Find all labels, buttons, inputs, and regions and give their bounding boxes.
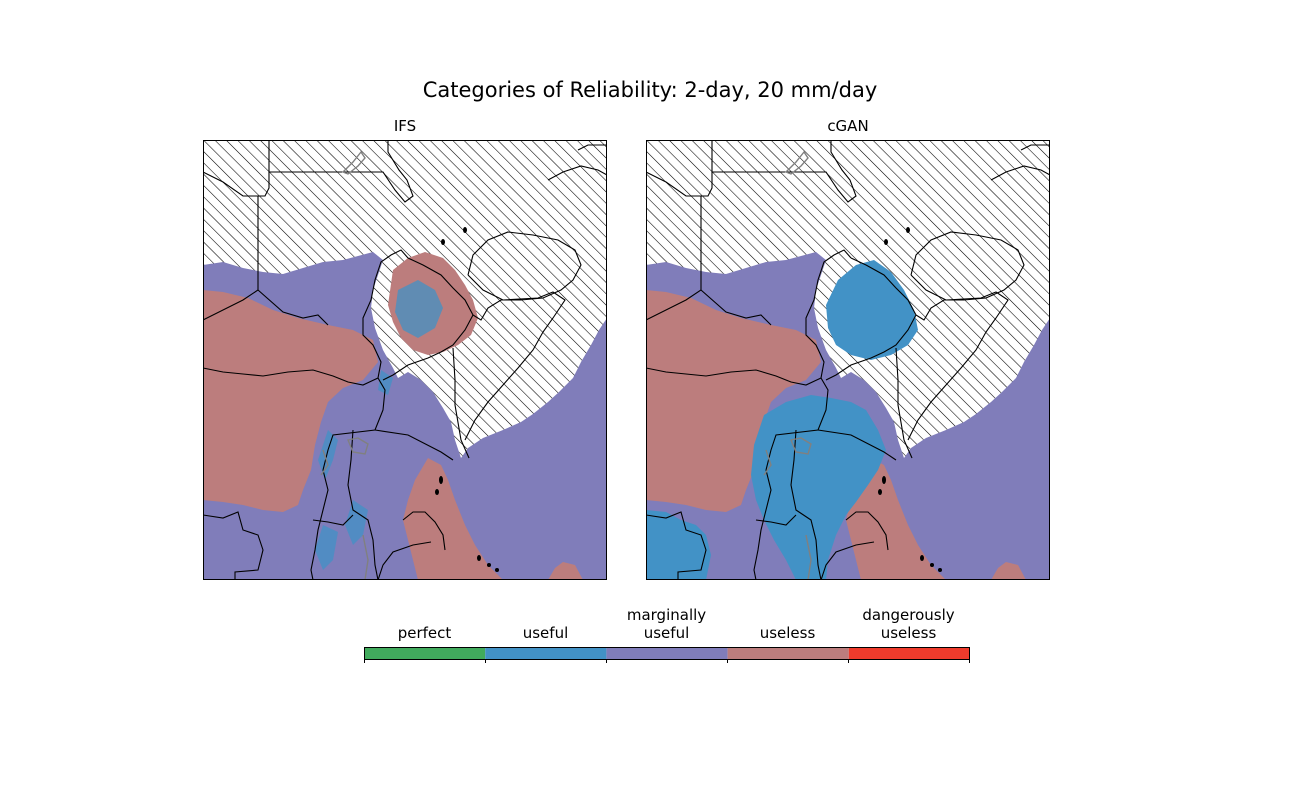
colorbar-label-text: marginally useful	[626, 606, 707, 642]
panel-title-ifs: IFS	[393, 117, 417, 135]
region-useless-south	[548, 562, 583, 580]
colorbar-label-marginally-useful: marginally useful	[606, 606, 727, 642]
islands	[878, 227, 942, 572]
map-cgan	[646, 140, 1050, 580]
colorbar	[364, 647, 970, 663]
region-useful-patches	[315, 280, 443, 570]
region-useless-south	[991, 562, 1026, 580]
lakes	[320, 150, 369, 580]
colorbar-segment-marginally-useful	[606, 647, 728, 660]
figure-title: Categories of Reliability: 2-day, 20 mm/…	[422, 78, 878, 102]
colorbar-label-useful: useful	[522, 624, 569, 642]
country-borders	[203, 140, 607, 580]
colorbar-label-text: dangerously useless	[862, 606, 955, 642]
country-borders	[646, 140, 1050, 580]
region-useful-lakes	[751, 395, 886, 580]
colorbar-segment-perfect	[364, 647, 486, 660]
region-useless-west	[203, 290, 378, 512]
colorbar-label-useless: useless	[759, 624, 816, 642]
islands	[435, 227, 499, 572]
region-useless-southeast	[846, 458, 946, 580]
colorbar-label-dangerously-useless: dangerously useless	[848, 606, 969, 642]
colorbar-label-perfect: perfect	[397, 624, 452, 642]
panel-title-cgan: cGAN	[827, 117, 869, 135]
lakes	[763, 150, 812, 580]
colorbar-segment-useless	[727, 647, 849, 660]
colorbar-segment-useful	[485, 647, 607, 660]
region-useful-ethiopia	[826, 260, 918, 360]
map-ifs	[203, 140, 607, 580]
region-useless-southeast	[403, 458, 503, 580]
region-useless-west	[646, 290, 821, 512]
region-useful-southwest	[646, 510, 711, 580]
coastline	[907, 274, 1009, 441]
coastline	[464, 274, 566, 441]
colorbar-segment-dangerously-useless	[848, 647, 970, 660]
